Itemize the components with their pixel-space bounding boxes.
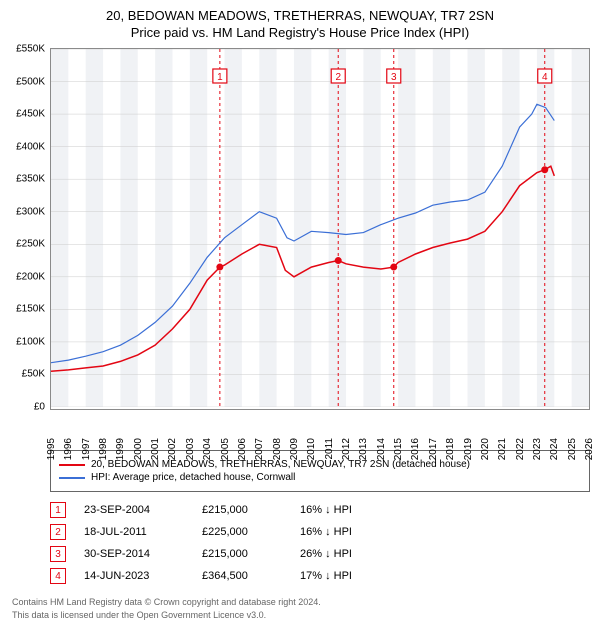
transaction-marker: 4: [50, 568, 66, 584]
title-subtitle: Price paid vs. HM Land Registry's House …: [0, 25, 600, 40]
transaction-row: 3 30-SEP-2014 £215,000 26% ↓ HPI: [50, 546, 590, 562]
x-tick-label: 1997: [81, 438, 92, 460]
x-tick-label: 2017: [428, 438, 439, 460]
transaction-marker: 2: [50, 524, 66, 540]
footer-line2: This data is licensed under the Open Gov…: [12, 609, 590, 622]
legend-item-hpi: HPI: Average price, detached house, Corn…: [59, 472, 581, 483]
transaction-marker: 3: [50, 546, 66, 562]
legend: 20, BEDOWAN MEADOWS, TRETHERRAS, NEWQUAY…: [50, 450, 590, 492]
footer: Contains HM Land Registry data © Crown c…: [12, 596, 590, 621]
y-tick-label: £100K: [16, 336, 45, 347]
transaction-diff: 17% ↓ HPI: [300, 570, 390, 582]
x-tick-label: 2018: [445, 438, 456, 460]
x-tick-label: 2014: [376, 438, 387, 460]
price-chart: £0£50K£100K£150K£200K£250K£300K£350K£400…: [50, 48, 590, 410]
x-tick-label: 2020: [480, 438, 491, 460]
transaction-diff: 26% ↓ HPI: [300, 548, 390, 560]
y-tick-label: £150K: [16, 304, 45, 315]
x-tick-label: 2001: [150, 438, 161, 460]
x-tick-label: 1999: [115, 438, 126, 460]
x-tick-label: 2009: [289, 438, 300, 460]
legend-swatch-blue: [59, 477, 85, 479]
svg-text:3: 3: [391, 72, 397, 83]
x-tick-label: 2002: [167, 438, 178, 460]
x-tick-label: 2000: [133, 438, 144, 460]
x-tick-label: 2024: [549, 438, 560, 460]
x-tick-label: 2021: [497, 438, 508, 460]
y-tick-label: £300K: [16, 206, 45, 217]
x-tick-label: 2016: [410, 438, 421, 460]
svg-text:4: 4: [542, 72, 548, 83]
transaction-row: 4 14-JUN-2023 £364,500 17% ↓ HPI: [50, 568, 590, 584]
y-tick-label: £500K: [16, 76, 45, 87]
transaction-price: £215,000: [202, 504, 282, 516]
legend-item-price-paid: 20, BEDOWAN MEADOWS, TRETHERRAS, NEWQUAY…: [59, 459, 581, 470]
transaction-diff: 16% ↓ HPI: [300, 504, 390, 516]
footer-line1: Contains HM Land Registry data © Crown c…: [12, 596, 590, 609]
y-tick-label: £450K: [16, 109, 45, 120]
transaction-row: 2 18-JUL-2011 £225,000 16% ↓ HPI: [50, 524, 590, 540]
y-tick-label: £50K: [22, 369, 45, 380]
x-tick-label: 2004: [202, 438, 213, 460]
chart-svg: 1 2 3 4: [51, 49, 589, 407]
x-tick-label: 2019: [463, 438, 474, 460]
x-tick-label: 2008: [272, 438, 283, 460]
y-tick-label: £550K: [16, 44, 45, 55]
transaction-date: 14-JUN-2023: [84, 570, 184, 582]
transaction-date: 23-SEP-2004: [84, 504, 184, 516]
title-address: 20, BEDOWAN MEADOWS, TRETHERRAS, NEWQUAY…: [0, 8, 600, 23]
transaction-marker: 1: [50, 502, 66, 518]
x-tick-label: 2007: [254, 438, 265, 460]
x-tick-label: 1998: [98, 438, 109, 460]
x-tick-label: 2013: [358, 438, 369, 460]
transaction-price: £364,500: [202, 570, 282, 582]
transactions-table: 1 23-SEP-2004 £215,000 16% ↓ HPI 2 18-JU…: [50, 502, 590, 584]
x-tick-label: 2012: [341, 438, 352, 460]
x-tick-label: 2022: [515, 438, 526, 460]
x-tick-label: 2006: [237, 438, 248, 460]
x-tick-label: 2011: [324, 438, 335, 460]
x-tick-label: 2026: [584, 438, 595, 460]
x-tick-label: 1996: [63, 438, 74, 460]
transaction-price: £225,000: [202, 526, 282, 538]
y-tick-label: £200K: [16, 271, 45, 282]
transaction-row: 1 23-SEP-2004 £215,000 16% ↓ HPI: [50, 502, 590, 518]
y-tick-label: £400K: [16, 141, 45, 152]
x-tick-label: 2023: [532, 438, 543, 460]
y-tick-label: £0: [34, 402, 45, 413]
x-tick-label: 2010: [306, 438, 317, 460]
svg-text:1: 1: [217, 72, 223, 83]
transaction-date: 18-JUL-2011: [84, 526, 184, 538]
x-tick-label: 2025: [567, 438, 578, 460]
legend-label-hpi: HPI: Average price, detached house, Corn…: [91, 472, 295, 483]
transaction-date: 30-SEP-2014: [84, 548, 184, 560]
x-tick-label: 2003: [185, 438, 196, 460]
x-tick-label: 1995: [46, 438, 57, 460]
legend-label-price-paid: 20, BEDOWAN MEADOWS, TRETHERRAS, NEWQUAY…: [91, 459, 470, 470]
x-tick-label: 2005: [220, 438, 231, 460]
svg-text:2: 2: [335, 72, 341, 83]
transaction-price: £215,000: [202, 548, 282, 560]
y-axis-labels: £0£50K£100K£150K£200K£250K£300K£350K£400…: [3, 49, 47, 409]
legend-swatch-red: [59, 464, 85, 466]
x-tick-label: 2015: [393, 438, 404, 460]
transaction-diff: 16% ↓ HPI: [300, 526, 390, 538]
y-tick-label: £350K: [16, 174, 45, 185]
x-axis-labels: 1995199619971998199920002001200220032004…: [50, 410, 590, 440]
y-tick-label: £250K: [16, 239, 45, 250]
